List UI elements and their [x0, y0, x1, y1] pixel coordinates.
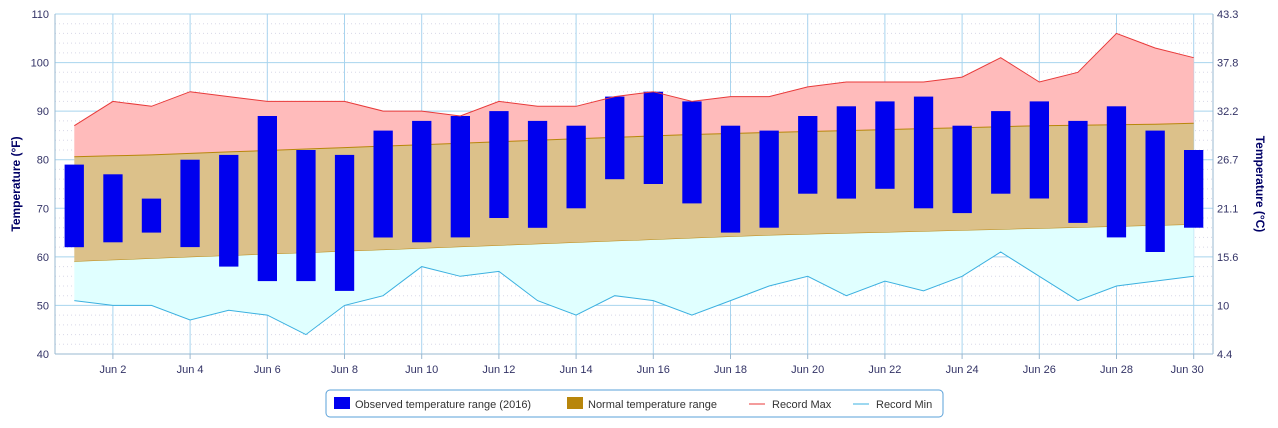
x-tick-label: Jun 10 — [405, 364, 438, 376]
y-left-tick-label: 80 — [37, 155, 49, 167]
observed-range-bar — [913, 96, 934, 209]
y-left-tick-label: 110 — [31, 9, 49, 21]
x-tick-label: Jun 6 — [254, 364, 281, 376]
x-tick-label: Jun 26 — [1023, 364, 1056, 376]
x-tick-label: Jun 28 — [1100, 364, 1133, 376]
legend-symbol-observed — [334, 397, 350, 409]
observed-range-bar — [605, 96, 625, 180]
legend-label-record-max: Record Max — [772, 399, 832, 411]
y-left-tick-label: 40 — [37, 349, 49, 361]
legend-item-record-max[interactable]: Record Max — [749, 399, 832, 411]
observed-range-bar — [1145, 130, 1165, 252]
x-tick-label: Jun 12 — [482, 364, 515, 376]
y-left-tick-label: 50 — [37, 300, 49, 312]
observed-range-bar — [643, 91, 663, 184]
observed-range-bar — [1029, 101, 1049, 199]
legend-symbol-normal — [567, 397, 583, 409]
legend-label-observed: Observed temperature range (2016) — [355, 399, 531, 411]
x-tick-label: Jun 14 — [560, 364, 593, 376]
y-axis-left-title: Temperature (°F) — [9, 136, 23, 231]
y-right-tick-label: 32.2 — [1217, 106, 1238, 118]
x-tick-label: Jun 8 — [331, 364, 358, 376]
observed-range-bar — [759, 130, 779, 228]
observed-range-bar — [141, 198, 162, 233]
x-tick-label: Jun 22 — [868, 364, 901, 376]
y-right-tick-label: 4.4 — [1217, 349, 1232, 361]
legend-label-normal: Normal temperature range — [588, 399, 717, 411]
y-right-tick-label: 26.7 — [1217, 155, 1238, 167]
x-tick-label: Jun 4 — [177, 364, 204, 376]
observed-range-bar — [219, 154, 239, 267]
observed-range-bar — [720, 125, 741, 233]
observed-range-bar — [296, 150, 316, 282]
y-right-tick-label: 21.1 — [1217, 203, 1238, 215]
legend-item-normal[interactable]: Normal temperature range — [567, 397, 717, 411]
observed-range-bar — [1184, 150, 1204, 228]
observed-range-bar — [257, 116, 277, 282]
y-axis-right-title: Temperature (°C) — [1253, 136, 1267, 233]
y-right-tick-label: 43.3 — [1217, 9, 1238, 21]
observed-range-bar — [566, 125, 586, 209]
record-max-line — [74, 32, 1194, 127]
x-tick-label: Jun 16 — [637, 364, 670, 376]
observed-range-bar — [64, 164, 84, 248]
legend-box — [325, 389, 944, 418]
observed-range-bar — [875, 101, 895, 189]
observed-range-bar — [489, 111, 509, 218]
legend: Observed temperature range (2016) Normal… — [325, 389, 944, 418]
y-left-tick-label: 100 — [31, 58, 49, 70]
observed-range-bar — [991, 111, 1011, 194]
record-min-line — [74, 251, 1194, 336]
x-tick-label: Jun 24 — [946, 364, 979, 376]
y-left-tick-label: 70 — [37, 203, 49, 215]
y-right-tick-label: 37.8 — [1217, 58, 1238, 70]
legend-item-record-min[interactable]: Record Min — [853, 399, 932, 411]
legend-label-record-min: Record Min — [876, 399, 932, 411]
x-tick-label: Jun 30 — [1171, 364, 1204, 376]
observed-range-bar — [180, 159, 200, 248]
x-tick-label: Jun 2 — [99, 364, 126, 376]
observed-range-bar — [836, 106, 856, 199]
record-max-area — [74, 33, 1194, 157]
y-left-tick-label: 90 — [37, 106, 49, 118]
y-right-tick-label: 15.6 — [1217, 252, 1238, 264]
observed-range-bar — [1068, 120, 1088, 223]
observed-range-bar — [952, 125, 972, 214]
observed-range-bar — [103, 174, 123, 243]
observed-range-bar — [334, 154, 355, 291]
x-tick-label: Jun 20 — [791, 364, 824, 376]
observed-range-bar — [527, 120, 548, 228]
observed-range-bar — [373, 130, 393, 238]
observed-range-bar — [682, 101, 702, 204]
observed-range-bar — [798, 116, 818, 194]
legend-item-observed[interactable]: Observed temperature range (2016) — [334, 397, 531, 411]
y-right-tick-label: 10 — [1217, 300, 1229, 312]
observed-range-bar — [1106, 106, 1127, 238]
observed-range-bar — [412, 120, 432, 243]
observed-range-bar — [450, 116, 470, 238]
x-tick-label: Jun 18 — [714, 364, 747, 376]
y-left-tick-label: 60 — [37, 252, 49, 264]
